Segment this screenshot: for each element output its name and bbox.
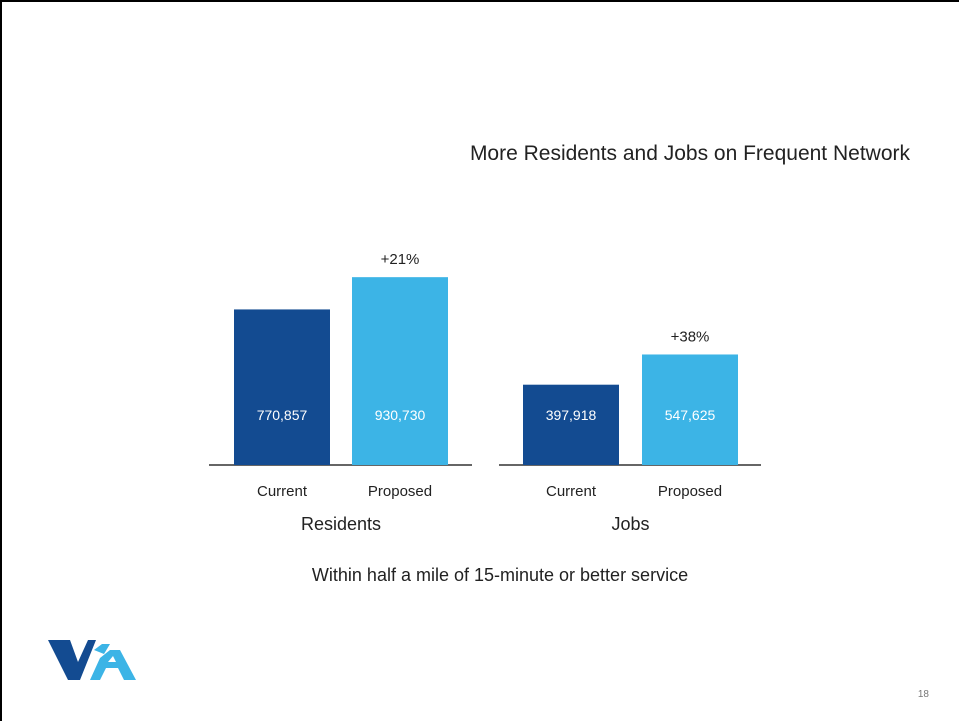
x-tick-label: Current <box>546 483 597 500</box>
change-label: +38% <box>671 328 710 345</box>
x-tick-label: Current <box>257 483 308 500</box>
bar <box>234 309 330 465</box>
group-label: Residents <box>301 514 381 534</box>
x-tick-label: Proposed <box>368 483 432 500</box>
bar <box>523 384 619 465</box>
bar <box>642 354 738 465</box>
bar-value-label: 397,918 <box>546 407 597 423</box>
vta-logo-icon <box>48 640 136 680</box>
chart-title: More Residents and Jobs on Frequent Netw… <box>469 142 910 165</box>
bar-value-label: 770,857 <box>257 407 308 423</box>
x-tick-label: Proposed <box>658 483 722 500</box>
group-label: Jobs <box>611 514 649 534</box>
bar <box>352 277 448 465</box>
bar-value-label: 930,730 <box>375 407 426 423</box>
chart-subtitle: Within half a mile of 15-minute or bette… <box>311 565 689 585</box>
page-number: 18 <box>917 689 929 700</box>
bar-value-label: 547,625 <box>665 407 716 423</box>
change-label: +21% <box>381 251 420 268</box>
